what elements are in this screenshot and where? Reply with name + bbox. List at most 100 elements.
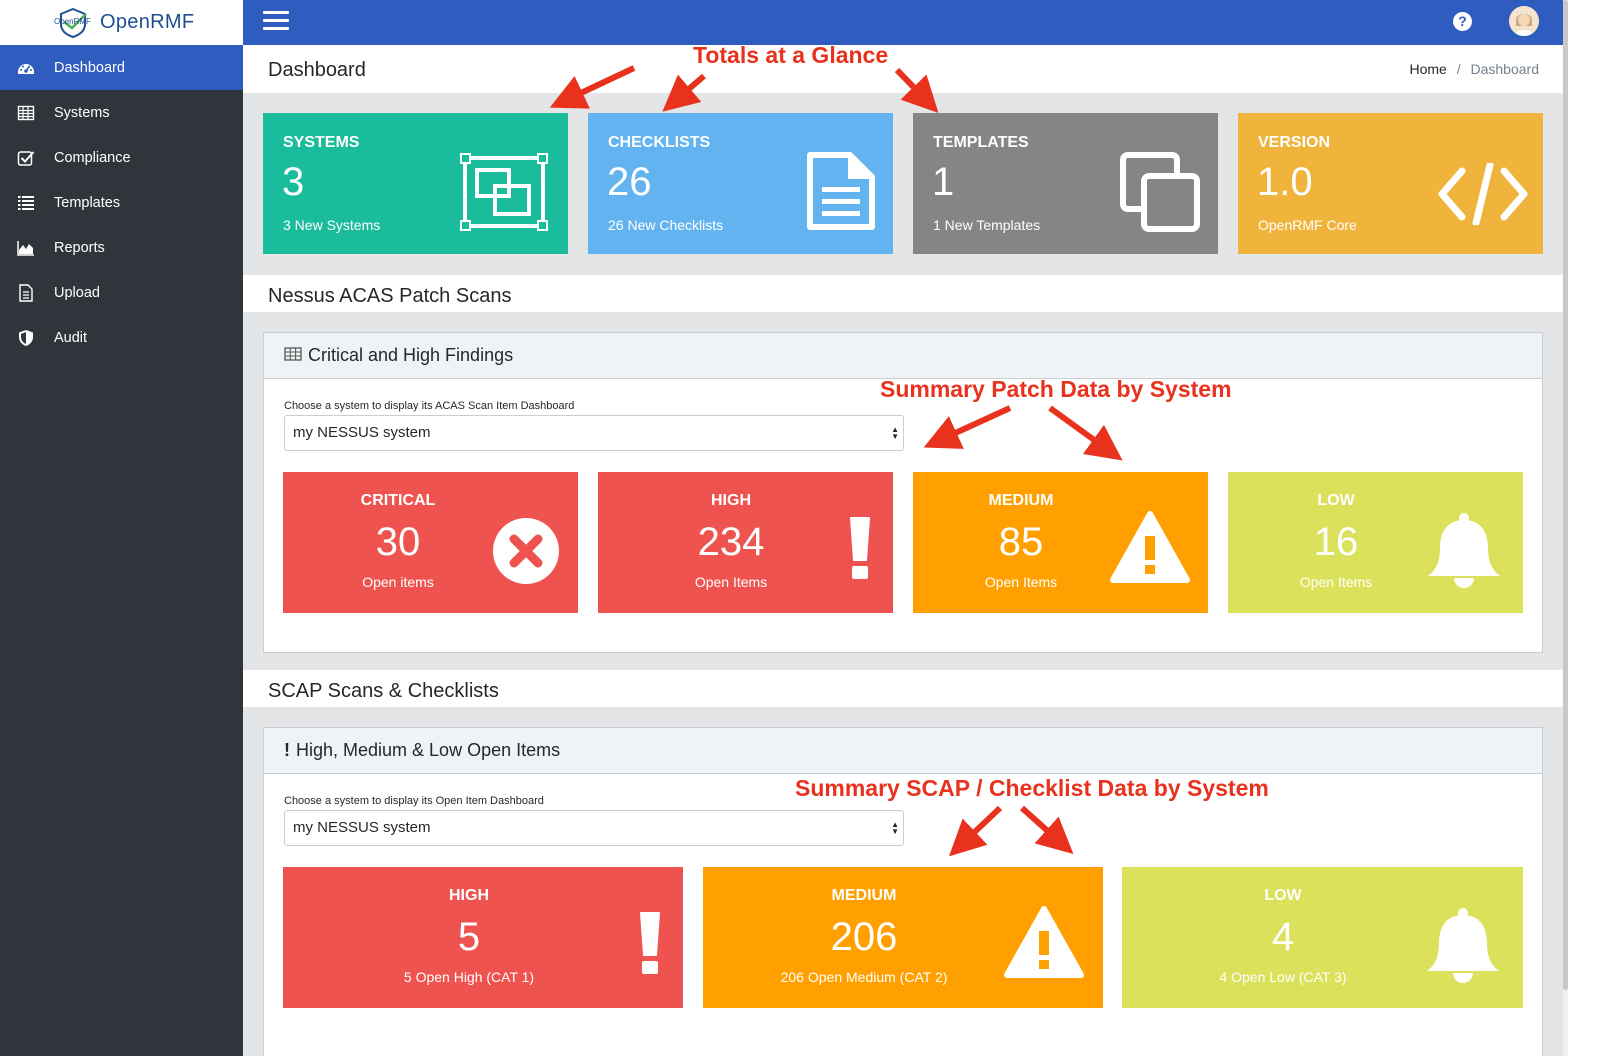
- sidebar-item-reports[interactable]: Reports: [0, 225, 243, 270]
- brand-name: OpenRMF: [100, 11, 195, 33]
- avatar[interactable]: [1509, 6, 1539, 36]
- scrollbar-thumb[interactable]: [1563, 0, 1568, 990]
- card-label: TEMPLATES: [933, 134, 1029, 151]
- brand[interactable]: OpenRMF OpenRMF: [0, 0, 243, 45]
- card-subtext: 206 Open Medium (CAT 2): [780, 969, 948, 985]
- system-select-label: Choose a system to display its Open Item…: [284, 795, 544, 807]
- sidebar-item-label: Dashboard: [54, 59, 125, 76]
- card-label: SYSTEMS: [283, 134, 360, 151]
- sidebar-item-compliance[interactable]: Compliance: [0, 135, 243, 180]
- table-icon: [16, 104, 36, 122]
- card-subtext: Open Items: [694, 574, 768, 590]
- card-subtext: Open items: [362, 574, 434, 590]
- select-arrows-icon: ▲ ▼: [891, 425, 899, 441]
- system-select[interactable]: my NESSUS system ▲ ▼: [284, 415, 904, 451]
- sidebar-item-label: Reports: [54, 239, 105, 256]
- card-subtext: 5 Open High (CAT 1): [403, 969, 535, 985]
- card-value: 4: [1271, 915, 1295, 959]
- card-label: MEDIUM: [831, 887, 897, 904]
- panel-header: ! High, Medium & Low Open Items: [264, 728, 1542, 774]
- exclamation-icon: [638, 911, 662, 980]
- times-circle-icon: [492, 517, 560, 590]
- systems-card[interactable]: SYSTEMS 3 3 New Systems: [263, 113, 568, 254]
- sidebar-item-templates[interactable]: Templates: [0, 180, 243, 225]
- card-label: CRITICAL: [360, 492, 436, 509]
- medium-card[interactable]: MEDIUM 85 Open Items: [913, 472, 1208, 613]
- list-icon: [16, 194, 36, 212]
- sidebar-item-label: Templates: [54, 194, 121, 211]
- checklists-card[interactable]: CHECKLISTS 26 26 New Checklists: [588, 113, 893, 254]
- table-icon: [284, 345, 302, 366]
- annotation-totals: Totals at a Glance: [693, 42, 889, 68]
- system-select-value: my NESSUS system: [293, 424, 431, 441]
- card-subtext: 26 New Checklists: [608, 217, 724, 233]
- panel-title: Critical and High Findings: [308, 345, 514, 365]
- sidebar-item-label: Upload: [54, 284, 100, 301]
- card-subtext: Open Items: [984, 574, 1058, 590]
- card-value: 1: [932, 160, 955, 204]
- card-label: VERSION: [1258, 134, 1331, 151]
- sidebar-item-dashboard[interactable]: Dashboard: [0, 45, 243, 90]
- card-subtext: 3 New Systems: [283, 217, 381, 233]
- scap-medium-card[interactable]: MEDIUM 206 206 Open Medium (CAT 2): [703, 867, 1103, 1008]
- card-label: CHECKLISTS: [608, 134, 711, 151]
- breadcrumb-home[interactable]: Home: [1409, 61, 1447, 77]
- templates-card[interactable]: TEMPLATES 1 1 New Templates: [913, 113, 1218, 254]
- annotation-patch: Summary Patch Data by System: [880, 376, 1232, 402]
- nessus-section-title: Nessus ACAS Patch Scans: [243, 275, 1563, 312]
- scap-low-card[interactable]: LOW 4 4 Open Low (CAT 3): [1122, 867, 1523, 1008]
- sidebar-item-label: Audit: [54, 329, 88, 346]
- logo-text: OpenRMF: [54, 17, 91, 26]
- menu-toggle-icon[interactable]: [263, 11, 289, 33]
- sidebar-item-label: Compliance: [54, 149, 131, 166]
- card-subtext: Open Items: [1299, 574, 1373, 590]
- bell-icon: [1426, 512, 1502, 597]
- copy-icon: [1119, 151, 1201, 238]
- breadcrumb: Home / Dashboard: [1409, 61, 1539, 77]
- shield-icon: [16, 329, 36, 347]
- sidebar: OpenRMF OpenRMF Dashboard Systems Compli…: [0, 0, 243, 1056]
- system-select[interactable]: my NESSUS system ▲ ▼: [284, 810, 904, 846]
- card-value: 85: [998, 520, 1044, 564]
- breadcrumb-current: Dashboard: [1470, 61, 1540, 77]
- exclamation-icon: [848, 516, 872, 585]
- document-icon: [806, 151, 876, 236]
- warning-icon: [1109, 510, 1191, 589]
- scap-section-title: SCAP Scans & Checklists: [243, 670, 1563, 707]
- card-label: LOW: [1317, 492, 1355, 509]
- low-card[interactable]: LOW 16 Open Items: [1228, 472, 1523, 613]
- breadcrumb-separator: /: [1456, 61, 1461, 77]
- warning-icon: [1003, 905, 1085, 984]
- code-icon: [1438, 161, 1528, 230]
- card-value: 234: [697, 520, 765, 564]
- area-chart-icon: [16, 239, 36, 257]
- top-header: ?: [243, 0, 1563, 45]
- page-margin: [1568, 0, 1605, 1056]
- system-select-label: Choose a system to display its ACAS Scan…: [284, 400, 575, 412]
- card-value: 26: [607, 160, 652, 204]
- version-card[interactable]: VERSION 1.0 OpenRMF Core: [1238, 113, 1543, 254]
- card-value: 1.0: [1257, 160, 1313, 204]
- critical-card[interactable]: CRITICAL 30 Open items: [283, 472, 578, 613]
- card-subtext: 1 New Templates: [933, 217, 1041, 233]
- exclamation-icon: !: [284, 740, 290, 760]
- sidebar-item-upload[interactable]: Upload: [0, 270, 243, 315]
- card-label: MEDIUM: [988, 492, 1054, 509]
- sidebar-item-systems[interactable]: Systems: [0, 90, 243, 135]
- openrmf-logo: OpenRMF: [52, 7, 94, 38]
- panel-title: High, Medium & Low Open Items: [296, 740, 561, 760]
- help-icon[interactable]: ?: [1453, 12, 1472, 31]
- scap-high-card[interactable]: HIGH 5 5 Open High (CAT 1): [283, 867, 683, 1008]
- page-title: Dashboard: [268, 59, 366, 81]
- card-subtext: OpenRMF Core: [1258, 217, 1357, 233]
- high-card[interactable]: HIGH 234 Open Items: [598, 472, 893, 613]
- card-subtext: 4 Open Low (CAT 3): [1219, 969, 1347, 985]
- card-value: 3: [282, 160, 305, 204]
- bell-icon: [1425, 907, 1501, 992]
- card-value: 5: [457, 915, 481, 959]
- sidebar-nav: Dashboard Systems Compliance Templates R…: [0, 45, 243, 360]
- file-icon: [16, 283, 36, 302]
- sidebar-item-label: Systems: [54, 104, 110, 121]
- sidebar-item-audit[interactable]: Audit: [0, 315, 243, 360]
